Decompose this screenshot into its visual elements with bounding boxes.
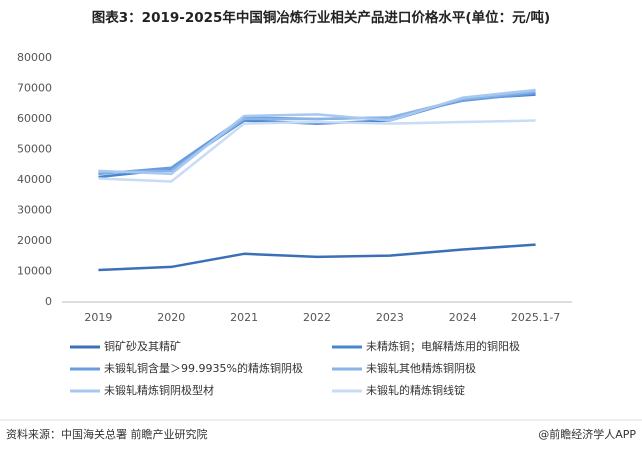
y-tick-label: 30000 — [17, 204, 52, 217]
x-tick-label: 2024 — [449, 311, 477, 324]
x-tick-label: 2022 — [303, 311, 331, 324]
x-tick-label: 2020 — [157, 311, 185, 324]
legend-label: 未精炼铜；电解精炼用的铜阳极 — [366, 339, 520, 353]
x-tick-label: 2023 — [376, 311, 404, 324]
y-tick-label: 40000 — [17, 173, 52, 186]
series-line — [98, 119, 536, 183]
credit: @前瞻经济学人APP — [538, 427, 636, 441]
legend-label: 铜矿砂及其精矿 — [104, 339, 181, 353]
series-line — [98, 88, 536, 176]
legend-label: 未锻轧铜含量＞99.9935%的精炼铜阴极 — [104, 361, 303, 375]
x-tick-label: 2025.1-7 — [511, 311, 560, 324]
y-tick-label: 0 — [45, 295, 52, 308]
source: 资料来源：中国海关总署 前瞻产业研究院 — [6, 427, 208, 441]
x-tick-label: 2019 — [84, 311, 112, 324]
y-tick-label: 10000 — [17, 265, 52, 278]
x-tick-label: 2021 — [230, 311, 258, 324]
legend-label: 未锻轧的精炼铜线锭 — [366, 383, 465, 397]
legend-label: 未锻轧其他精炼铜阴极 — [366, 361, 476, 375]
y-tick-label: 80000 — [17, 51, 52, 64]
y-tick-label: 70000 — [17, 82, 52, 95]
y-tick-label: 20000 — [17, 234, 52, 247]
y-tick-label: 50000 — [17, 143, 52, 156]
series-line — [98, 243, 536, 272]
series-line — [98, 90, 536, 174]
series-line — [98, 93, 536, 179]
y-tick-label: 60000 — [17, 112, 52, 125]
chart-title: 图表3：2019-2025年中国铜冶炼行业相关产品进口价格水平(单位：元/吨) — [92, 9, 550, 26]
legend-label: 未锻轧精炼铜阴极型材 — [104, 383, 214, 397]
series-line — [98, 91, 536, 176]
